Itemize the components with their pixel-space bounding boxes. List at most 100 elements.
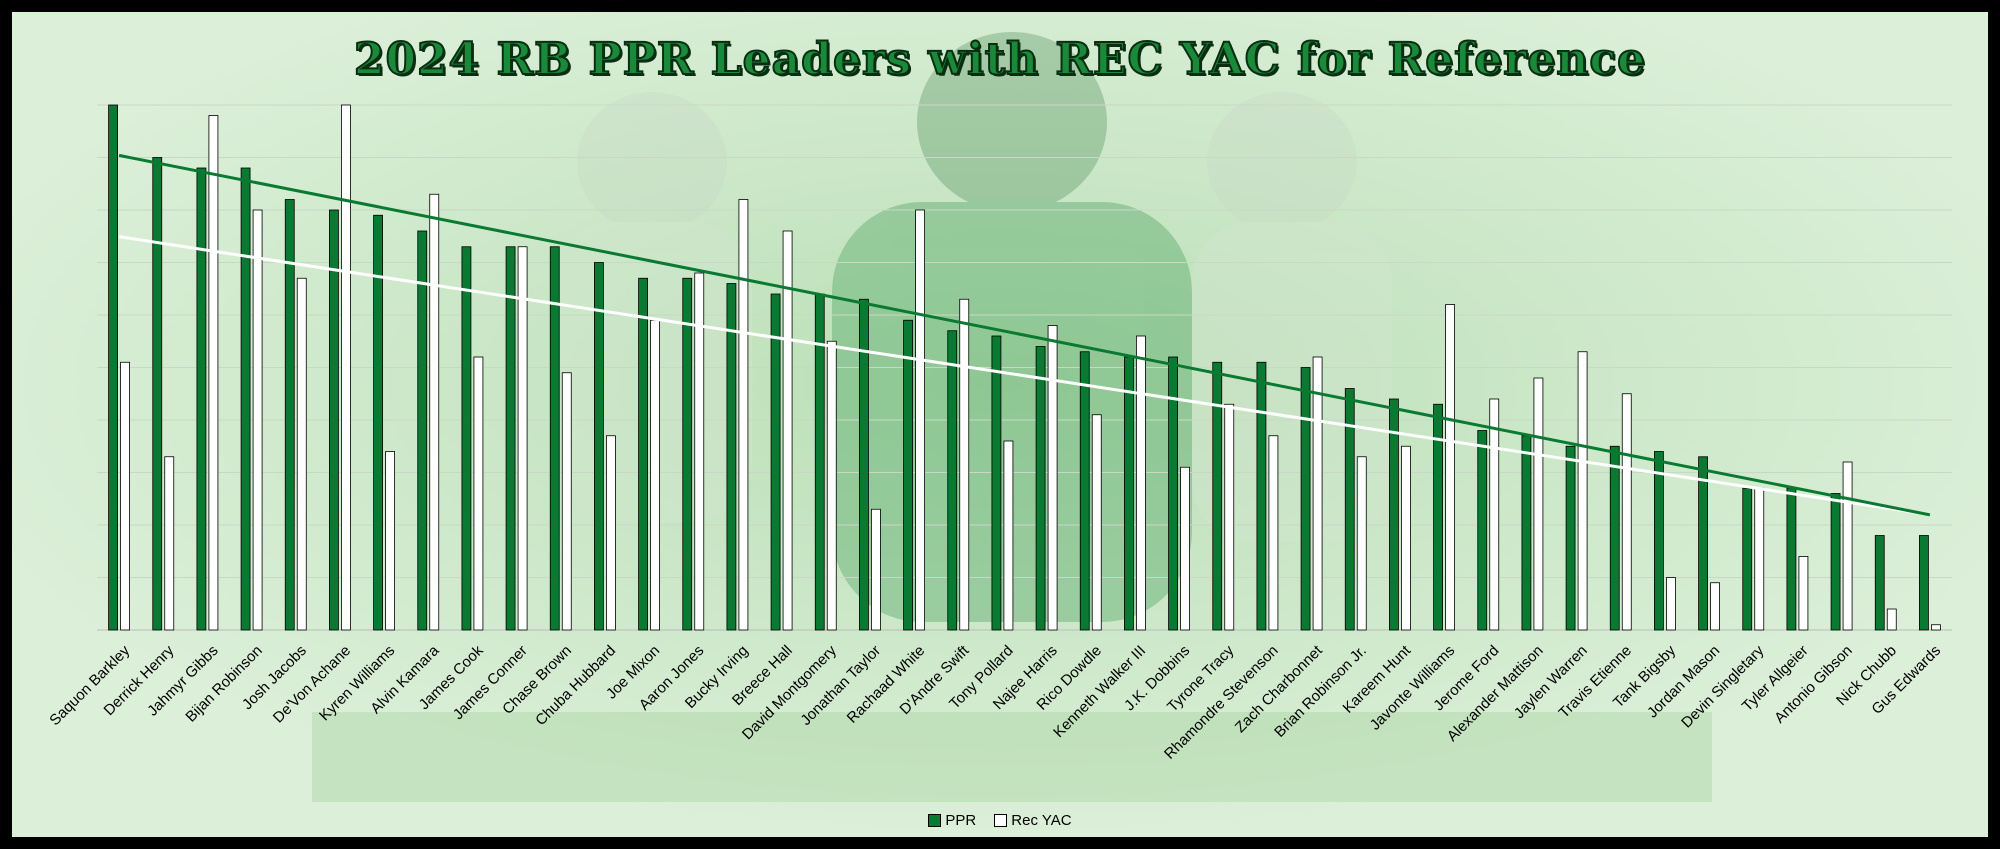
bar-rec-yac	[252, 209, 263, 631]
bar-ppr	[1565, 445, 1576, 631]
x-tick-label: Bijan Robinson	[182, 642, 265, 725]
bar-rec-yac	[341, 104, 351, 631]
bar-rec-yac	[826, 340, 837, 631]
bar-rec-yac	[1931, 624, 1941, 631]
legend-item-ppr: PPR	[928, 812, 976, 829]
bar-ppr	[196, 167, 207, 631]
trendline-rec-yac	[118, 235, 1931, 517]
x-tick-label: Antonio Gibson	[1771, 642, 1856, 727]
bar-rec-yac	[1401, 445, 1411, 631]
x-tick-label: Chuba Hubbard	[532, 642, 619, 729]
bar-rec-yac	[1710, 582, 1720, 631]
bar-ppr	[549, 246, 560, 631]
bar-rec-yac	[120, 361, 130, 631]
bar-rec-yac	[1003, 440, 1014, 631]
bar-rec-yac	[208, 115, 219, 631]
bar-ppr	[947, 330, 958, 631]
bar-ppr	[859, 298, 869, 631]
bar-rec-yac	[296, 277, 307, 631]
bar-ppr	[1035, 346, 1046, 631]
bar-ppr	[1786, 487, 1797, 631]
bar-rec-yac	[1886, 608, 1897, 631]
legend-swatch-rec-yac	[994, 814, 1008, 827]
bar-rec-yac	[1489, 398, 1500, 631]
bar-ppr	[108, 104, 118, 631]
bar-rec-yac	[1312, 356, 1323, 631]
bar-rec-yac	[517, 246, 528, 631]
bar-rec-yac	[694, 272, 705, 631]
bar-ppr	[1344, 388, 1355, 631]
bar-ppr	[726, 283, 737, 631]
bar-rec-yac	[871, 508, 881, 631]
bar-rec-yac	[1356, 456, 1367, 631]
bar-ppr	[1079, 351, 1090, 631]
bar-rec-yac	[1754, 487, 1765, 631]
bar-rec-yac	[1047, 325, 1058, 631]
bar-rec-yac	[473, 356, 484, 631]
bar-rec-yac	[1136, 335, 1146, 631]
bar-rec-yac	[1577, 351, 1588, 631]
bar-rec-yac	[164, 456, 175, 631]
bar-ppr	[1477, 430, 1488, 631]
bar-ppr	[1124, 356, 1134, 631]
bar-ppr	[594, 262, 604, 631]
bar-ppr	[1212, 361, 1223, 631]
legend-label-ppr: PPR	[945, 812, 977, 829]
bar-rec-yac	[429, 193, 440, 631]
bar-rec-yac	[1091, 414, 1102, 631]
bar-rec-yac	[1224, 403, 1235, 631]
bar-ppr	[1830, 493, 1841, 631]
bar-ppr	[373, 214, 383, 631]
trendline-ppr	[118, 153, 1931, 517]
bar-rec-yac	[959, 298, 970, 631]
bar-rec-yac	[1445, 304, 1455, 631]
bar-rec-yac	[1842, 461, 1853, 631]
chart-title: 2024 RB PPR Leaders with REC YAC for Ref…	[353, 33, 1647, 86]
legend-item-rec-yac: Rec YAC	[994, 812, 1072, 829]
bar-ppr	[1919, 535, 1929, 631]
bar-ppr	[505, 246, 516, 631]
bar-rec-yac	[1533, 377, 1544, 631]
bar-ppr	[903, 319, 913, 631]
bar-ppr	[1300, 367, 1311, 631]
bar-ppr	[1389, 398, 1399, 631]
bar-ppr	[1742, 487, 1753, 631]
bar-rec-yac	[1621, 393, 1632, 631]
bar-rec-yac	[1666, 577, 1676, 631]
legend-swatch-ppr	[928, 814, 942, 827]
bar-rec-yac	[561, 372, 572, 631]
bar-ppr	[1874, 535, 1885, 631]
bar-ppr	[1609, 445, 1620, 631]
bar-rec-yac	[738, 199, 749, 631]
bar-rec-yac	[385, 451, 395, 631]
bar-ppr	[770, 293, 781, 631]
bar-ppr	[638, 277, 648, 631]
bar-ppr	[284, 199, 295, 631]
x-tick-label: Saquon Barkley	[46, 642, 133, 729]
legend-label-rec-yac: Rec YAC	[1011, 812, 1072, 829]
bar-ppr	[1168, 356, 1178, 631]
x-tick-label: Jonathan Taylor	[797, 642, 884, 729]
bar-ppr	[461, 246, 472, 631]
bar-ppr	[240, 167, 251, 631]
bar-ppr	[329, 209, 339, 631]
bar-ppr	[1256, 361, 1267, 631]
x-tick-label: De'Von Achane	[270, 642, 354, 726]
bar-rec-yac	[650, 319, 660, 631]
bar-ppr	[1654, 451, 1664, 631]
bar-rec-yac	[1180, 466, 1190, 631]
bar-rec-yac	[606, 435, 616, 631]
legend: PPR Rec YAC	[12, 812, 1988, 829]
bar-rec-yac	[1268, 435, 1279, 631]
bar-ppr	[1521, 435, 1532, 631]
bar-ppr	[1698, 456, 1708, 631]
x-tick-label: Rachaad White	[844, 642, 929, 727]
bar-ppr	[152, 157, 163, 631]
bar-ppr	[991, 335, 1002, 631]
bar-rec-yac	[915, 209, 925, 631]
bar-ppr	[682, 277, 693, 631]
bar-ppr	[417, 230, 428, 631]
bar-ppr	[1433, 403, 1443, 631]
